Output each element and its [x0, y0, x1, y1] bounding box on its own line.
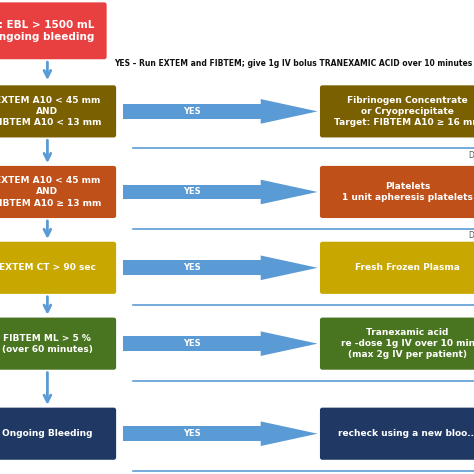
Text: H: EBL > 1500 mL
Ongoing bleeding: H: EBL > 1500 mL Ongoing bleeding	[0, 19, 95, 42]
Polygon shape	[123, 336, 261, 351]
Text: YES: YES	[183, 188, 201, 196]
Polygon shape	[123, 104, 261, 119]
Text: FIBTEM ML > 5 %
(over 60 minutes): FIBTEM ML > 5 % (over 60 minutes)	[2, 334, 93, 354]
Text: YES – Run EXTEM and FIBTEM; give 1g IV bolus TRANEXAMIC ACID over 10 minutes: YES – Run EXTEM and FIBTEM; give 1g IV b…	[114, 60, 472, 68]
Text: Fresh Frozen Plasma: Fresh Frozen Plasma	[355, 264, 460, 272]
Text: YES: YES	[183, 429, 201, 438]
FancyBboxPatch shape	[0, 318, 116, 370]
Text: Platelets
1 unit apheresis platelets: Platelets 1 unit apheresis platelets	[342, 182, 473, 202]
Text: EXTEM A10 < 45 mm
AND
FIBTEM A10 ≥ 13 mm: EXTEM A10 < 45 mm AND FIBTEM A10 ≥ 13 mm	[0, 176, 101, 208]
FancyBboxPatch shape	[320, 408, 474, 460]
FancyBboxPatch shape	[320, 242, 474, 294]
Polygon shape	[261, 331, 318, 356]
Polygon shape	[261, 255, 318, 280]
Text: YES: YES	[183, 264, 201, 272]
Text: EXTEM CT > 90 sec: EXTEM CT > 90 sec	[0, 264, 96, 272]
Polygon shape	[123, 426, 261, 441]
Text: YES: YES	[183, 339, 201, 348]
Polygon shape	[261, 421, 318, 446]
FancyBboxPatch shape	[320, 85, 474, 137]
FancyBboxPatch shape	[0, 85, 116, 137]
Polygon shape	[261, 180, 318, 204]
Polygon shape	[123, 184, 261, 200]
FancyBboxPatch shape	[0, 408, 116, 460]
Text: YES: YES	[183, 107, 201, 116]
Text: recheck using a new bloo...: recheck using a new bloo...	[338, 429, 474, 438]
Text: EXTEM A10 < 45 mm
AND
FIBTEM A10 < 13 mm: EXTEM A10 < 45 mm AND FIBTEM A10 < 13 mm	[0, 96, 101, 127]
Text: Tranexamic acid
re -dose 1g IV over 10 min
(max 2g IV per patient): Tranexamic acid re -dose 1g IV over 10 m…	[341, 328, 474, 359]
Text: Done: Done	[468, 151, 474, 160]
Text: Fibrinogen Concentrate
or Cryoprecipitate
Target: FIBTEM A10 ≥ 16 mm: Fibrinogen Concentrate or Cryoprecipitat…	[334, 96, 474, 127]
FancyBboxPatch shape	[320, 166, 474, 218]
FancyBboxPatch shape	[0, 2, 107, 59]
FancyBboxPatch shape	[320, 318, 474, 370]
Text: Done: Done	[468, 231, 474, 240]
Polygon shape	[261, 99, 318, 124]
Text: Ongoing Bleeding: Ongoing Bleeding	[2, 429, 92, 438]
FancyBboxPatch shape	[0, 166, 116, 218]
FancyBboxPatch shape	[0, 242, 116, 294]
Polygon shape	[123, 260, 261, 275]
